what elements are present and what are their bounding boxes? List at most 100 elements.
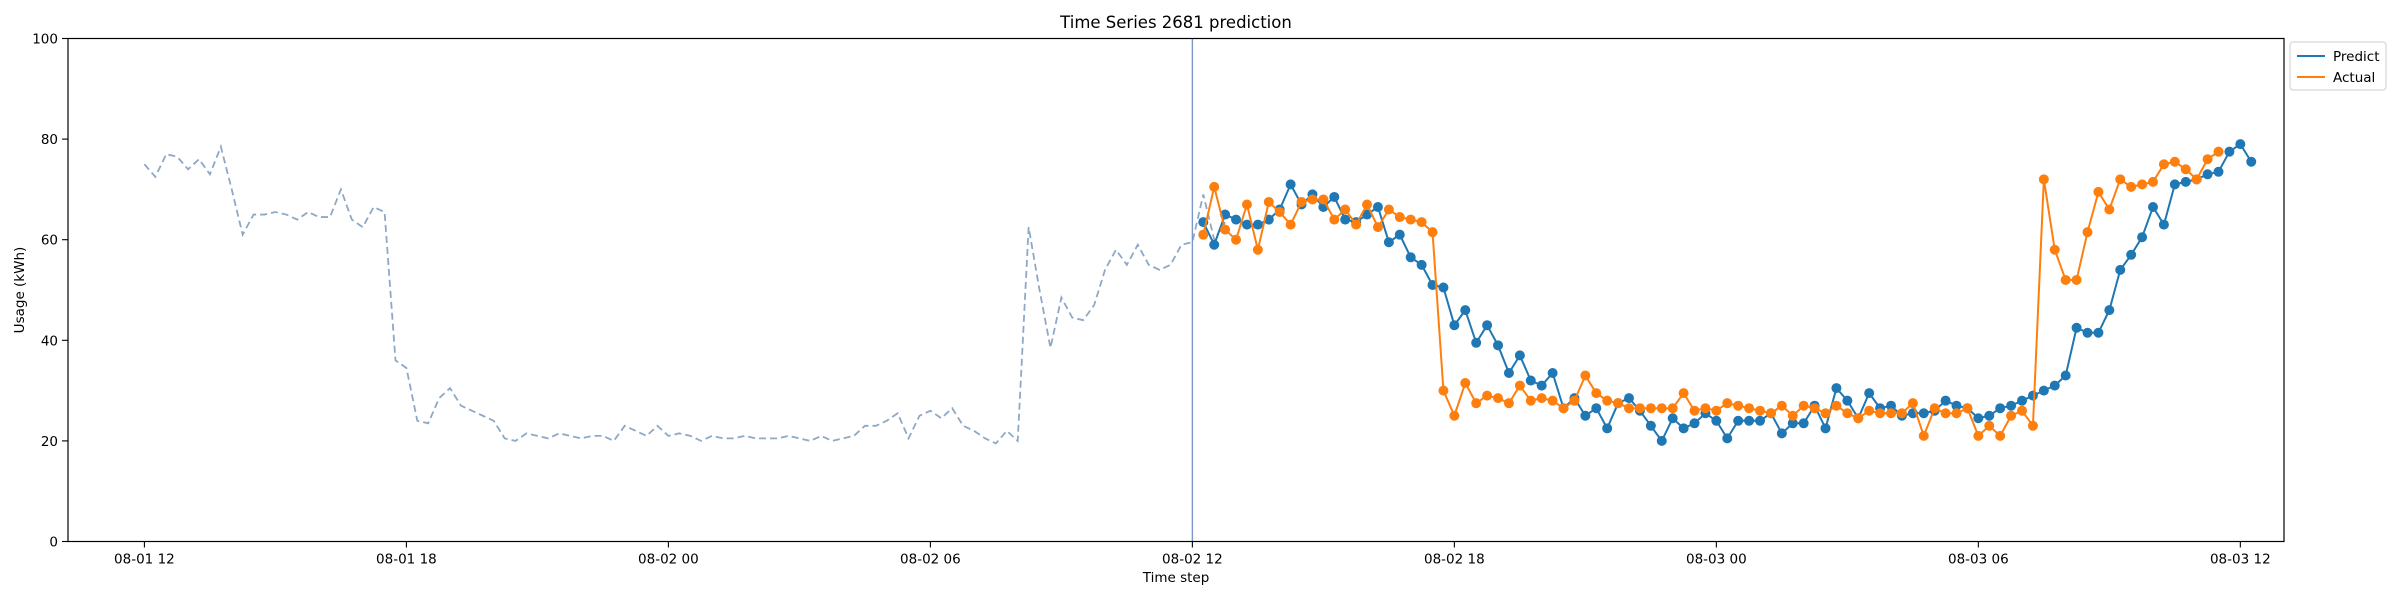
- data-point-predict: [1329, 191, 1340, 202]
- data-point-actual: [1307, 194, 1318, 205]
- data-point-actual: [1929, 403, 1940, 414]
- data-point-predict: [1776, 428, 1787, 439]
- data-point-actual: [2038, 174, 2049, 185]
- data-point-predict: [2169, 179, 2180, 190]
- data-point-predict: [1482, 320, 1493, 331]
- data-point-predict: [2180, 176, 2191, 187]
- data-point-predict: [2049, 380, 2060, 391]
- data-point-predict: [1252, 219, 1263, 230]
- data-point-actual: [2082, 227, 2093, 238]
- data-point-predict: [2071, 322, 2082, 333]
- data-point-predict: [1340, 214, 1351, 225]
- data-point-actual: [2027, 420, 2038, 431]
- data-point-actual: [1274, 207, 1285, 218]
- data-point-actual: [1220, 224, 1231, 235]
- data-point-predict: [1733, 415, 1744, 426]
- data-point-actual: [2180, 164, 2191, 175]
- data-point-actual: [1744, 403, 1755, 414]
- data-point-predict: [1580, 410, 1591, 421]
- data-point-actual: [1351, 219, 1362, 230]
- data-point-predict: [1536, 380, 1547, 391]
- data-point-actual: [2213, 146, 2224, 157]
- data-point-actual: [1503, 398, 1514, 409]
- data-point-actual: [1482, 390, 1493, 401]
- data-point-predict: [2137, 232, 2148, 243]
- data-point-actual: [1798, 400, 1809, 411]
- data-point-predict: [1722, 433, 1733, 444]
- data-point-predict: [2246, 156, 2257, 167]
- y-tick-label: 20: [41, 434, 58, 450]
- data-point-actual: [1995, 430, 2006, 441]
- data-point-actual: [1787, 410, 1798, 421]
- data-point-actual: [1547, 395, 1558, 406]
- data-point-predict: [1624, 393, 1635, 404]
- data-point-actual: [1362, 199, 1373, 210]
- data-point-actual: [2115, 174, 2126, 185]
- data-point-actual: [1940, 408, 1951, 419]
- data-point-predict: [1656, 435, 1667, 446]
- history-line: [143, 143, 1226, 445]
- series-line-actual: [1202, 150, 2220, 439]
- data-point-actual: [2202, 154, 2213, 165]
- plot-area: [143, 38, 2257, 542]
- data-point-actual: [1951, 408, 1962, 419]
- data-point-predict: [2115, 264, 2126, 275]
- data-point-actual: [2191, 174, 2202, 185]
- data-point-actual: [1427, 227, 1438, 238]
- data-point-actual: [1875, 408, 1886, 419]
- data-point-predict: [1493, 340, 1504, 351]
- data-point-actual: [1241, 199, 1252, 210]
- data-point-actual: [1209, 181, 1220, 192]
- data-point-actual: [1471, 398, 1482, 409]
- y-tick-label: 100: [32, 32, 58, 48]
- x-tick-label: 08-02 00: [638, 552, 699, 568]
- data-point-predict: [2104, 305, 2115, 316]
- data-point-predict: [1689, 418, 1700, 429]
- data-point-predict: [1864, 388, 1875, 399]
- data-point-actual: [2104, 204, 2115, 215]
- data-point-actual: [1907, 398, 1918, 409]
- data-point-predict: [1394, 229, 1405, 240]
- data-point-actual: [1252, 244, 1263, 255]
- data-point-actual: [1296, 196, 1307, 207]
- data-point-predict: [1918, 408, 1929, 419]
- data-point-actual: [1416, 217, 1427, 228]
- data-point-predict: [1667, 413, 1678, 424]
- data-point-predict: [1285, 179, 1296, 190]
- data-point-actual: [1263, 196, 1274, 207]
- data-point-predict: [1602, 423, 1613, 434]
- data-point-predict: [1405, 252, 1416, 263]
- data-point-predict: [1438, 282, 1449, 293]
- data-point-actual: [2060, 274, 2071, 285]
- data-point-predict: [2213, 166, 2224, 177]
- x-tick-label: 08-01 18: [376, 552, 437, 568]
- x-tick-label: 08-02 06: [900, 552, 961, 568]
- data-point-predict: [1798, 418, 1809, 429]
- data-point-predict: [2093, 327, 2104, 338]
- data-point-predict: [2224, 146, 2235, 157]
- data-point-actual: [2137, 179, 2148, 190]
- data-point-actual: [2169, 156, 2180, 167]
- data-point-predict: [1984, 410, 1995, 421]
- data-point-predict: [1231, 214, 1242, 225]
- data-point-actual: [1383, 204, 1394, 215]
- data-point-predict: [1755, 415, 1766, 426]
- data-point-predict: [1241, 219, 1252, 230]
- data-point-actual: [1973, 430, 1984, 441]
- data-point-predict: [2158, 219, 2169, 230]
- data-point-predict: [1995, 403, 2006, 414]
- y-tick-label: 60: [41, 233, 58, 249]
- data-point-actual: [1645, 403, 1656, 414]
- data-point-actual: [1886, 408, 1897, 419]
- data-point-actual: [1711, 405, 1722, 416]
- x-tick-label: 08-03 00: [1686, 552, 1747, 568]
- x-tick-label: 08-03 12: [2210, 552, 2271, 568]
- y-tick-label: 40: [41, 333, 58, 349]
- data-point-actual: [1864, 405, 1875, 416]
- y-axis: 0 20 40 60 80 100: [32, 32, 68, 551]
- data-point-predict: [1711, 415, 1722, 426]
- data-point-actual: [1624, 403, 1635, 414]
- data-point-actual: [1285, 219, 1296, 230]
